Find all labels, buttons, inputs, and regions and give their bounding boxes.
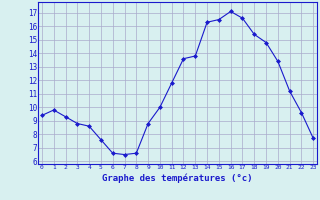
X-axis label: Graphe des températures (°c): Graphe des températures (°c) — [102, 173, 253, 183]
